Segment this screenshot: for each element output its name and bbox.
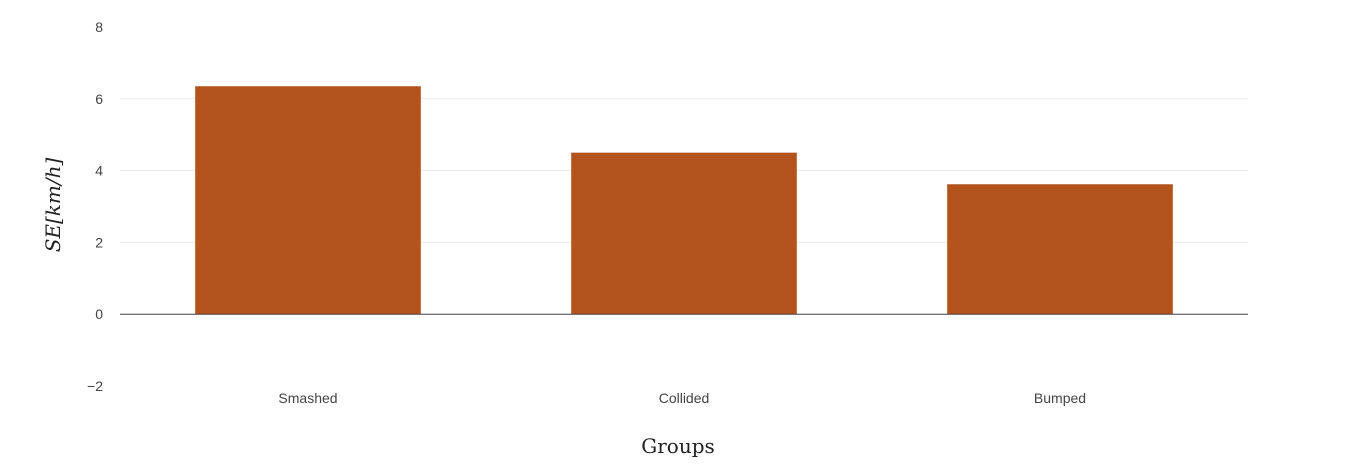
bar-collided (571, 152, 797, 315)
x-tick-label: Collided (659, 390, 710, 406)
x-axis-ticks: Smashed Collided Bumped (278, 390, 1086, 406)
y-tick-label: 0 (95, 306, 103, 322)
bar-bumped (947, 184, 1173, 315)
y-axis-title: SE[km/h] (41, 157, 65, 252)
x-tick-label: Smashed (278, 390, 337, 406)
y-tick-label: 2 (95, 234, 103, 250)
x-tick-label: Bumped (1034, 390, 1086, 406)
bars (195, 86, 1173, 315)
y-axis-ticks: −2 0 2 4 6 8 (87, 19, 103, 394)
x-axis-title: Groups (641, 434, 715, 458)
y-tick-label: 8 (95, 19, 103, 35)
y-tick-label: 6 (95, 91, 103, 107)
bar-smashed (195, 86, 421, 315)
y-tick-label: −2 (87, 378, 103, 394)
y-tick-label: 4 (95, 163, 103, 179)
